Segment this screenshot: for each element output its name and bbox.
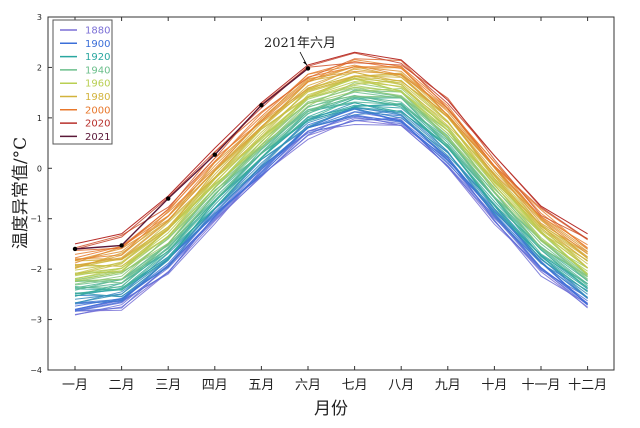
series-line-1900-1 [74,111,588,304]
series-line-1900-3 [74,110,588,297]
legend-label-1940: 1940 [85,65,110,76]
series-line-1980-4 [74,67,588,260]
annotation: 2021年六月 [264,36,336,66]
series-line-2000-1 [74,58,588,251]
x-tick-label: 十二月 [568,378,607,393]
legend-label-1880: 1880 [85,26,110,37]
series-line-1940-2 [74,95,588,281]
series-line-1980-8 [74,59,588,260]
series-line-2020 [74,51,588,245]
series-line-1980-5 [74,70,588,261]
point-2021-1 [72,246,78,252]
series-line-1880-6 [74,117,588,304]
y-axis-label: 温度异常值/°C [11,137,31,249]
series-line-1960-3 [74,79,588,267]
x-tick-label: 四月 [202,378,228,393]
series-line-1980-9 [74,66,588,255]
series-line-1900-7 [74,104,588,298]
x-tick-label: 一月 [62,378,88,393]
series-line-1920-5 [74,101,588,289]
legend-label-1900: 1900 [85,39,110,50]
point-2021-3 [166,196,171,201]
series-lines [74,51,588,316]
legend-label-2021: 2021 [85,132,110,143]
x-tick-label: 三月 [155,378,181,393]
series-line-1920-9 [74,96,588,283]
annotation-text: 2021年六月 [264,36,336,51]
series-line-1940-6 [74,87,588,274]
x-tick-label: 十一月 [521,378,560,393]
x-axis-label: 月份 [314,399,348,419]
legend-label-1980: 1980 [85,92,110,103]
y-tick-label: −3 [30,316,42,325]
legend-label-1960: 1960 [85,79,110,90]
plot-frame [47,16,615,371]
legend: 1880 1900 1920 1940 1960 1980 2000 2020 2021 [52,19,113,145]
y-tick-label: 1 [37,114,42,123]
series-line-1900-9 [74,104,588,295]
series-line-2000-2 [74,62,588,249]
point-2021-6 [305,66,311,71]
legend-label-1920: 1920 [85,52,110,63]
series-line-1900-6 [74,102,588,304]
x-tick-label: 六月 [295,378,321,393]
y-axis: −4 −3 −2 −1 0 1 2 3 [30,13,52,375]
series-2021-points [72,66,311,252]
series-line-1980-0 [74,72,588,262]
x-tick-label: 二月 [109,378,135,393]
series-line-1920-2 [74,98,588,294]
series-line-1960-1 [74,80,588,274]
legend-label-2020: 2020 [85,119,110,130]
x-tick-label: 十月 [481,378,507,393]
series-line-1920-0 [74,102,588,291]
series-line-1960-9 [74,75,588,266]
series-line-1980-2 [74,68,588,266]
series-line-1940-5 [74,82,588,282]
legend-label-2000: 2000 [85,105,110,116]
x-tick-label: 五月 [248,378,274,393]
series-line-1960-7 [74,74,588,267]
point-2021-4 [212,152,217,157]
y-tick-label: −4 [30,366,42,375]
y-tick-label: −1 [30,215,42,224]
series-line-2021 [74,67,309,250]
point-2021-5 [259,103,264,108]
series-line-1940-1 [74,90,588,284]
x-tick-label: 八月 [388,378,414,393]
y-tick-label: −2 [30,265,42,274]
y-tick-label: 3 [37,13,42,22]
series-line-1920-4 [74,97,588,291]
y-tick-label: 2 [37,63,42,72]
x-tick-label: 七月 [342,378,368,393]
x-tick-label: 九月 [435,378,461,393]
y-tick-label: 0 [37,164,42,173]
x-axis: 一月 二月 三月 四月 五月 六月 七月 八月 九月 十月 十一月 十二月 [62,17,607,393]
arrow-head [303,61,307,66]
point-2021-2 [119,243,124,248]
